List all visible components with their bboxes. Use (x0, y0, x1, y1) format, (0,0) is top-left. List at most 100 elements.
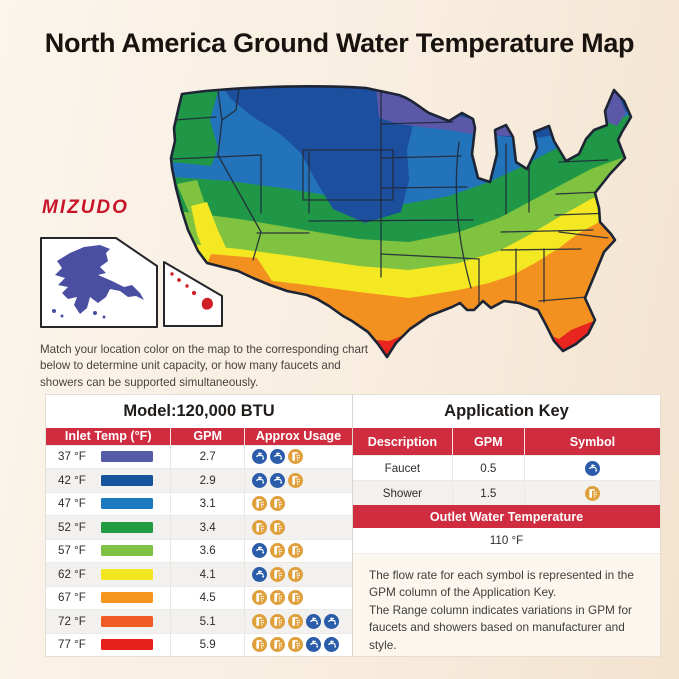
capacity-row: 72 °F 5.1 (46, 609, 352, 633)
usage-cell (245, 610, 352, 633)
application-key-row: Faucet 0.5 (353, 455, 660, 480)
hawaii-inset (163, 261, 224, 328)
note-line: The flow rate for each symbol is represe… (369, 568, 634, 600)
shower-icon (287, 590, 303, 606)
outlet-temp-value: 110 °F (353, 528, 660, 554)
faucet-icon (305, 613, 321, 629)
shower-icon (269, 566, 285, 582)
faucet-icon (251, 566, 267, 582)
usage-cell (245, 516, 352, 539)
temp-color-swatch (101, 639, 153, 651)
temp-color-swatch (101, 474, 153, 486)
us-map-svg (169, 85, 633, 359)
temp-label: 57 °F (58, 544, 86, 558)
faucet-icon (323, 637, 339, 653)
shower-icon (287, 543, 303, 559)
temp-color-swatch (101, 592, 153, 604)
outlet-temp-banner: Outlet Water Temperature (353, 505, 660, 528)
col-symbol: Symbol (569, 434, 616, 449)
hawaii-islands (170, 272, 213, 310)
col-inlet-temp: Inlet Temp (°F) (46, 428, 172, 445)
shower-icon (251, 590, 267, 606)
gpm-cell: 2.7 (171, 445, 245, 468)
note-line: The Range column indicates variations in… (369, 602, 632, 652)
capacity-row: 47 °F 3.1 (46, 491, 352, 515)
shower-icon (251, 496, 267, 512)
brand-logo: MIZUDO (42, 197, 129, 218)
shower-icon (287, 637, 303, 653)
capacity-row: 42 °F 2.9 (46, 468, 352, 492)
flow-rate-note: The flow rate for each symbol is represe… (353, 554, 660, 656)
temp-label: 67 °F (58, 591, 86, 605)
application-key: Application Key Description GPM Symbol F… (353, 395, 660, 656)
gpm-cell: 5.9 (171, 633, 245, 656)
capacity-row: 62 °F 4.1 (46, 562, 352, 586)
symbol-cell (525, 481, 660, 505)
gpm-cell: 4.1 (171, 563, 245, 586)
col-approx-usage: Approx Usage (255, 429, 342, 444)
usage-cell (245, 446, 352, 469)
usage-cell (245, 540, 352, 563)
col-description: Description (353, 428, 453, 455)
capacity-row: 77 °F 5.9 (46, 632, 352, 656)
temp-label: 77 °F (58, 638, 86, 652)
temp-color-swatch (101, 521, 153, 533)
faucet-icon (269, 472, 285, 488)
us-temperature-map (160, 82, 642, 362)
faucet-icon (251, 449, 267, 465)
shower-icon (287, 472, 303, 488)
col-gpm: GPM (171, 428, 245, 445)
alaska-inset (40, 237, 158, 328)
faucet-icon (305, 637, 321, 653)
shower-icon (287, 613, 303, 629)
temp-color-swatch (101, 568, 153, 580)
temp-label: 72 °F (58, 614, 86, 628)
usage-cell (245, 469, 352, 492)
capacity-table: Model:120,000 BTU Inlet Temp (°F) GPM Ap… (46, 395, 353, 656)
shower-icon (269, 613, 285, 629)
symbol-cell (525, 456, 660, 480)
key-gpm-cell: 0.5 (453, 456, 525, 480)
temp-color-swatch (101, 615, 153, 627)
capacity-table-header: Inlet Temp (°F) GPM Approx Usage (46, 428, 352, 445)
inlet-temp-cell: 77 °F (46, 633, 172, 656)
shower-icon (251, 637, 267, 653)
capacity-row: 67 °F 4.5 (46, 585, 352, 609)
gpm-cell: 3.1 (171, 492, 245, 515)
shower-icon (269, 519, 285, 535)
temp-label: 62 °F (58, 567, 86, 581)
temp-label: 47 °F (58, 497, 86, 511)
usage-cell (245, 563, 352, 586)
shower-icon (269, 590, 285, 606)
gpm-cell: 5.1 (171, 610, 245, 633)
us-outline (169, 85, 633, 359)
temp-color-swatch (101, 498, 153, 510)
gpm-cell: 2.9 (171, 469, 245, 492)
shower-icon (287, 449, 303, 465)
inlet-temp-cell: 52 °F (46, 516, 172, 539)
inlet-temp-cell: 57 °F (46, 539, 172, 562)
shower-icon (269, 543, 285, 559)
application-key-body: Faucet 0.5 Shower 1.5 (353, 455, 660, 505)
capacity-table-title: Model:120,000 BTU (46, 395, 352, 428)
inlet-temp-cell: 47 °F (46, 492, 172, 515)
temp-label: 52 °F (58, 520, 86, 534)
shower-icon (251, 519, 267, 535)
capacity-row: 37 °F 2.7 (46, 444, 352, 469)
gpm-cell: 4.5 (171, 586, 245, 609)
alaska-shape (55, 245, 144, 314)
capacity-row: 57 °F 3.6 (46, 538, 352, 563)
faucet-icon (251, 472, 267, 488)
capacity-table-body: 37 °F 2.7 42 °F 2.9 47 °F 3.1 52 °F 3.4 57 °F 3.6… (46, 444, 352, 656)
faucet-icon (584, 460, 600, 476)
shower-icon (251, 613, 267, 629)
temp-color-swatch (101, 451, 153, 463)
shower-icon (269, 496, 285, 512)
inlet-temp-cell: 72 °F (46, 610, 172, 633)
faucet-icon (323, 613, 339, 629)
application-key-row: Shower 1.5 (353, 480, 660, 505)
capacity-row: 52 °F 3.4 (46, 515, 352, 539)
inlet-temp-cell: 67 °F (46, 586, 172, 609)
temp-color-swatch (101, 545, 153, 557)
